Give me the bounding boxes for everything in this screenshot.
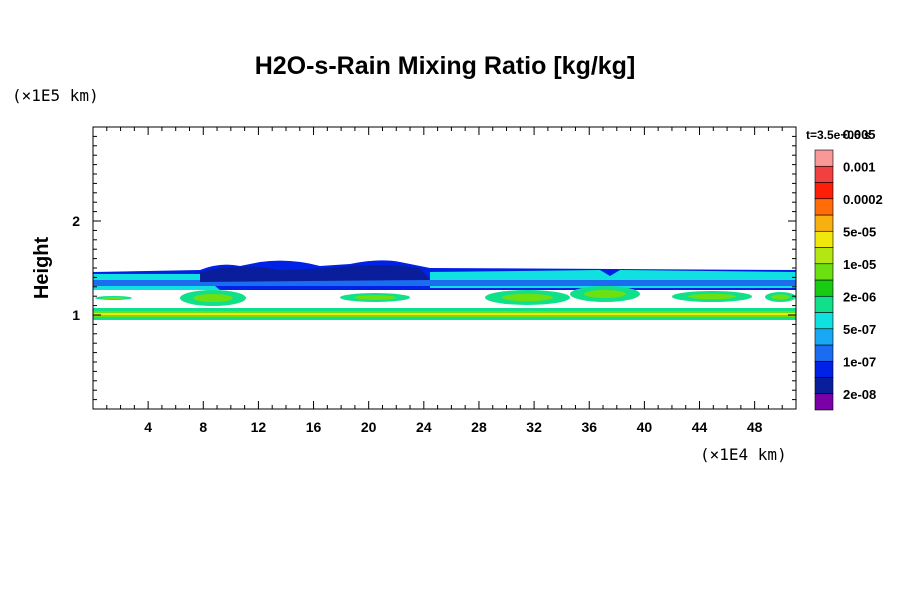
- colorbar-label: 0.005: [843, 127, 876, 142]
- colorbar-label: 5e-05: [843, 224, 876, 239]
- middle-blob-core: [502, 293, 553, 302]
- colorbar-label: 2e-06: [843, 289, 876, 304]
- x-unit-label: (×1E4 km): [700, 445, 787, 464]
- colorbar-label: 2e-08: [843, 387, 876, 402]
- colorbar-swatch: [814, 295, 834, 313]
- plot-frame: [92, 126, 797, 410]
- colorbar-time-label: t=3.5e+06 s: [806, 128, 871, 142]
- middle-blob-core: [771, 294, 790, 300]
- middle-blob-core: [584, 290, 626, 298]
- lower-band-peak: [93, 313, 796, 315]
- x-tick-label: 16: [306, 419, 322, 435]
- colorbar-swatch: [814, 328, 834, 346]
- axis-ticks: [93, 127, 797, 409]
- colorbar-swatch: [814, 165, 834, 183]
- upper-band-dark: [200, 265, 430, 282]
- y-tick-label: 2: [72, 213, 80, 229]
- plot-content: [93, 260, 796, 320]
- x-tick-label: 32: [526, 419, 542, 435]
- x-tick-labels: 4 8 12 16 20 24 28 32 36 40 44 48: [144, 419, 762, 435]
- x-tick-label: 8: [199, 419, 207, 435]
- colorbar-labels: 2e-08 1e-07 5e-07 2e-06 1e-05 5e-05 0.0002 0.00…: [843, 127, 883, 402]
- colorbar-swatch: [814, 214, 834, 232]
- upper-band-mid: [93, 280, 796, 286]
- colorbar-swatch: [814, 312, 834, 330]
- x-tick-label: 20: [361, 419, 377, 435]
- colorbar: [814, 149, 834, 411]
- middle-blob-core: [102, 297, 125, 299]
- colorbar-swatch: [814, 247, 834, 265]
- colorbar-swatch: [814, 393, 834, 411]
- y-tick-label: 1: [72, 307, 80, 323]
- colorbar-swatch: [814, 377, 834, 395]
- y-axis-label: Height: [31, 237, 53, 300]
- chart-title: H2O-s-Rain Mixing Ratio [kg/kg]: [255, 52, 636, 80]
- x-tick-label: 28: [471, 419, 487, 435]
- colorbar-swatch: [814, 279, 834, 297]
- x-tick-label: 48: [747, 419, 763, 435]
- colorbar-label: 1e-07: [843, 354, 876, 369]
- y-unit-label: (×1E5 km): [12, 86, 99, 105]
- middle-blob-core: [354, 295, 396, 300]
- middle-blob-core: [688, 293, 736, 300]
- colorbar-label: 5e-07: [843, 322, 876, 337]
- colorbar-swatch: [814, 344, 834, 362]
- colorbar-swatch: [814, 230, 834, 248]
- colorbar-label: 1e-05: [843, 257, 876, 272]
- colorbar-swatch: [814, 360, 834, 378]
- colorbar-swatch: [814, 149, 834, 167]
- x-tick-label: 36: [581, 419, 597, 435]
- x-tick-label: 40: [637, 419, 653, 435]
- colorbar-swatch: [814, 198, 834, 216]
- x-tick-label: 44: [692, 419, 708, 435]
- colorbar-swatch: [814, 182, 834, 200]
- colorbar-label: 0.0002: [843, 192, 883, 207]
- y-axis-title: Height: [31, 237, 53, 300]
- colorbar-swatch: [814, 263, 834, 281]
- y-tick-labels: 12: [72, 213, 80, 323]
- x-tick-label: 24: [416, 419, 432, 435]
- middle-blob-core: [193, 294, 233, 302]
- colorbar-label: 0.001: [843, 159, 876, 174]
- x-tick-label: 4: [144, 419, 152, 435]
- x-tick-label: 12: [251, 419, 267, 435]
